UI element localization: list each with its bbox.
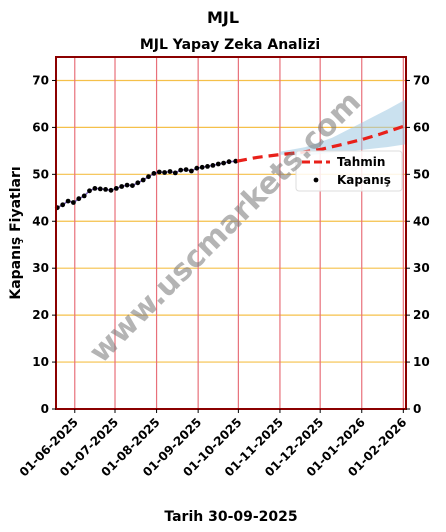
kapanis-point (97, 186, 103, 192)
legend-kapanis-swatch (313, 177, 319, 183)
kapanis-point (226, 159, 232, 165)
kapanis-point (189, 168, 194, 174)
y-tick-label: 10 (32, 355, 49, 369)
y-tick-label: 70 (413, 73, 430, 87)
legend: Tahmin Kapanış (295, 150, 403, 192)
kapanis-point (87, 188, 92, 194)
y-tick-label: 70 (32, 73, 49, 87)
plot-background (56, 57, 406, 409)
kapanis-point (146, 174, 151, 180)
legend-kapanis-label: Kapanış (337, 173, 391, 187)
y-axis-right: 0 10 20 30 40 50 60 70 (406, 73, 430, 416)
grid-lines (56, 57, 406, 409)
chart-title: MJL (207, 8, 239, 27)
kapanis-point (119, 184, 125, 189)
kapanis-point (113, 186, 119, 191)
kapanis-point (65, 198, 71, 204)
y-tick-label: 50 (413, 167, 430, 181)
kapanis-point (205, 164, 210, 169)
plot-frame (55, 56, 407, 410)
series-layer (54, 123, 407, 211)
tahmin-line (236, 123, 407, 163)
forecast-band (279, 99, 406, 156)
y-tick-label: 20 (413, 308, 430, 322)
x-axis-label: Tarih 30-09-2025 (164, 509, 297, 525)
kapanis-point (199, 164, 205, 170)
kapanis-point (130, 183, 135, 189)
kapanis-point (108, 187, 114, 193)
y-tick-label: 60 (413, 120, 430, 134)
y-tick-label: 30 (32, 261, 49, 275)
kapanis-point (71, 200, 76, 205)
legend-tahmin-label: Tahmin (337, 155, 385, 169)
plot-border (55, 56, 407, 410)
kapanis-point (210, 163, 216, 168)
y-tick-label: 20 (32, 308, 49, 322)
kapanis-point (178, 167, 184, 173)
kapanis-point (167, 169, 173, 174)
y-axis-left: 0 10 20 30 40 50 60 70 (32, 73, 56, 416)
y-tick-label: 30 (413, 261, 430, 275)
kapanis-point (60, 202, 66, 208)
chart-subtitle: MJL Yapay Zeka Analizi (140, 37, 320, 53)
y-tick-label: 0 (41, 402, 49, 416)
kapanis-point (172, 170, 178, 176)
y-tick-label: 40 (32, 214, 49, 228)
forecast-band-area (279, 99, 406, 156)
kapanis-point (124, 182, 130, 188)
plot-area (56, 57, 406, 409)
kapanis-point (76, 196, 82, 202)
kapanis-point (135, 180, 141, 186)
y-tick-label: 60 (32, 120, 49, 134)
kapanis-point (183, 167, 189, 173)
kapanis-point (194, 165, 200, 171)
y-axis-label: Kapanış Fiyatları (8, 166, 24, 299)
y-tick-label: 40 (413, 214, 430, 228)
legend-box (295, 150, 403, 192)
kapanis-point (215, 161, 221, 167)
kapanis-point (92, 186, 98, 191)
kapanis-line (56, 160, 236, 209)
kapanis-point (162, 170, 168, 175)
x-axis: 01-06-202501-07-202501-08-202501-09-2025… (17, 409, 409, 479)
y-tick-label: 10 (413, 355, 430, 369)
kapanis-point (103, 187, 108, 192)
y-tick-label: 0 (413, 402, 421, 416)
kapanis-point (151, 171, 157, 176)
kapanis-point (81, 193, 87, 199)
kapanis-point (221, 160, 227, 166)
y-tick-label: 50 (32, 167, 49, 181)
kapanis-point (140, 177, 146, 183)
kapanis-point (156, 169, 162, 175)
